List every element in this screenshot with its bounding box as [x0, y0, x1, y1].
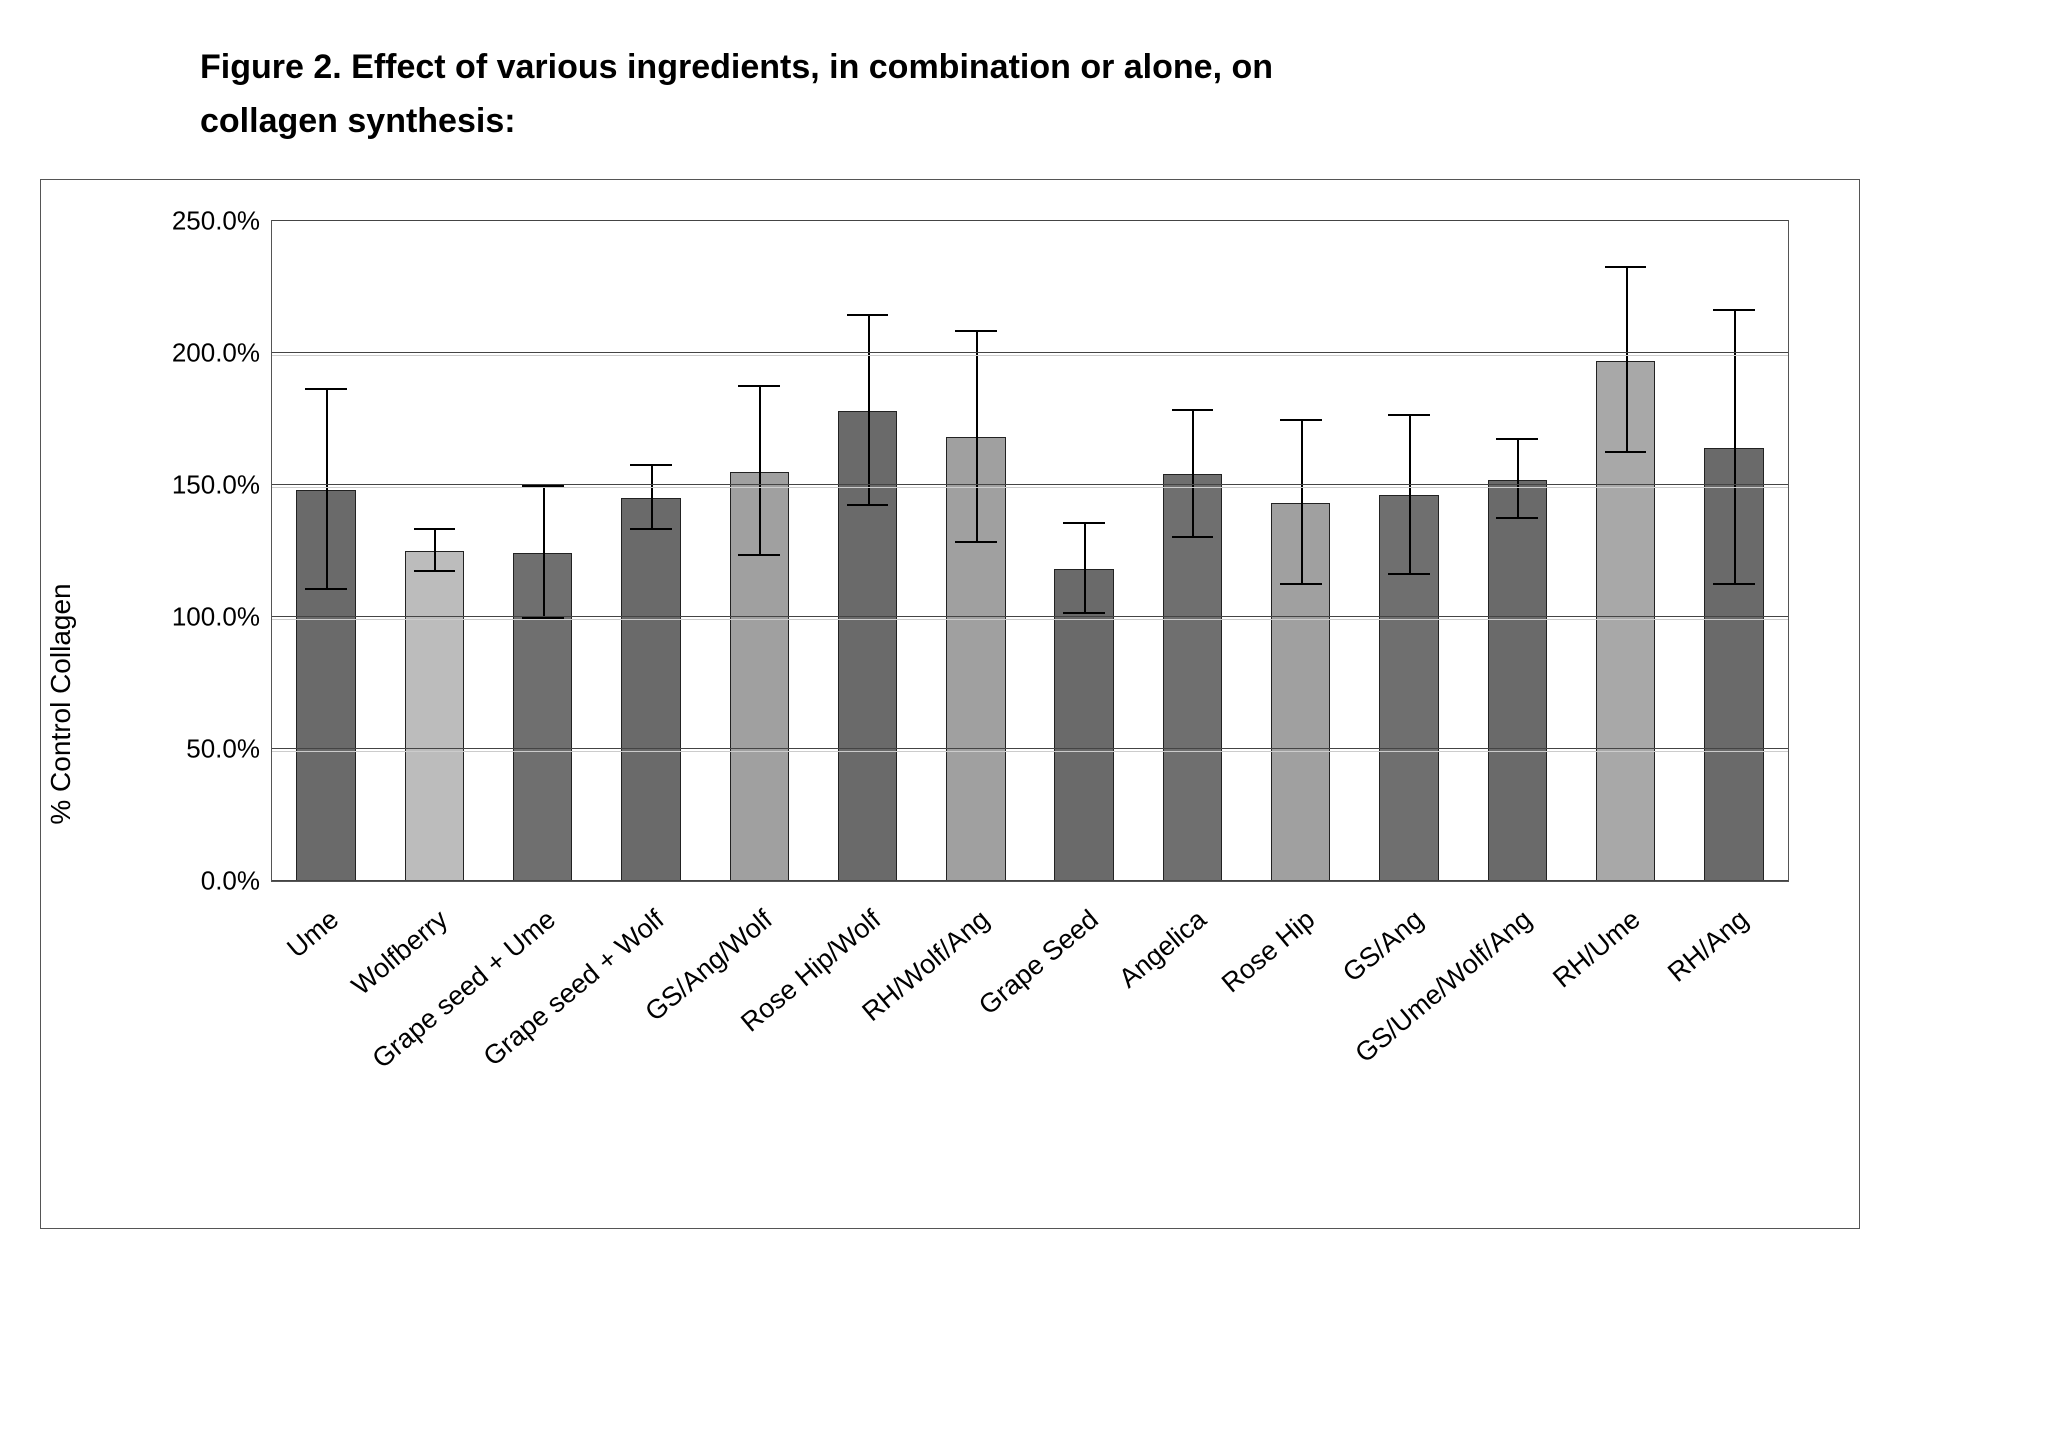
figure-wrapper: Figure 2. Effect of various ingredients,…: [40, 40, 1940, 1229]
x-tick-label: GS/Ume/Wolf/Ang: [1349, 904, 1538, 1069]
error-bar-cap-top: [1496, 438, 1538, 440]
error-bar-cap-top: [1172, 409, 1214, 411]
chart-area: % Control Collagen 0.0%50.0%100.0%150.0%…: [71, 210, 1829, 1198]
error-bar-line: [1084, 524, 1086, 614]
error-bar-line: [1517, 440, 1519, 519]
error-bar-cap-bottom: [1713, 583, 1755, 585]
figure-title-line2: collagen synthesis:: [200, 94, 1940, 148]
error-bar-cap-top: [630, 464, 672, 466]
grid-line: [272, 880, 1788, 881]
x-tick-label: Rose Hip: [1216, 904, 1321, 999]
error-bar-cap-top: [414, 528, 456, 530]
error-bar-cap-top: [305, 388, 347, 390]
x-tick-label: Ume: [282, 904, 346, 964]
error-bar-line: [759, 387, 761, 556]
y-tick-label: 150.0%: [172, 469, 272, 500]
error-bar-cap-bottom: [414, 570, 456, 572]
y-axis-label: % Control Collagen: [45, 583, 77, 824]
grid-shadow: [272, 355, 1788, 356]
chart-outer-border: % Control Collagen 0.0%50.0%100.0%150.0%…: [40, 179, 1860, 1229]
error-bar-line: [326, 390, 328, 591]
grid-shadow: [272, 619, 1788, 620]
error-bar-cap-bottom: [1280, 583, 1322, 585]
x-tick-label: Angelica: [1113, 904, 1212, 994]
x-tick-label: Grape seed + Wolf: [478, 904, 671, 1073]
error-bar-cap-top: [1388, 414, 1430, 416]
error-bar-line: [868, 316, 870, 506]
x-axis-labels: UmeWolfberryGrape seed + UmeGrape seed +…: [271, 900, 1789, 1200]
figure-title-line1: Figure 2. Effect of various ingredients,…: [200, 40, 1940, 94]
grid-line: [272, 616, 1788, 617]
error-bar-cap-bottom: [305, 588, 347, 590]
error-bar-cap-top: [847, 314, 889, 316]
error-bar-cap-top: [1713, 309, 1755, 311]
x-tick-label: RH/Ume: [1547, 904, 1646, 994]
error-bar-line: [651, 466, 653, 529]
x-tick-label: Grape Seed: [973, 904, 1104, 1021]
error-bar-cap-top: [1063, 522, 1105, 524]
error-bar-cap-bottom: [630, 528, 672, 530]
error-bar-cap-bottom: [1063, 612, 1105, 614]
error-bar-cap-bottom: [1605, 451, 1647, 453]
bar: [1488, 480, 1548, 881]
error-bar-line: [543, 487, 545, 619]
error-bar-cap-bottom: [1388, 573, 1430, 575]
y-tick-label: 250.0%: [172, 205, 272, 236]
error-bar-cap-bottom: [1496, 517, 1538, 519]
y-tick-label: 100.0%: [172, 601, 272, 632]
error-bar-line: [1409, 416, 1411, 574]
x-tick-label: Wolfberry: [346, 904, 454, 1002]
y-tick-label: 50.0%: [186, 733, 272, 764]
error-bar-line: [976, 332, 978, 543]
error-bar-cap-top: [1605, 266, 1647, 268]
error-bar-line: [1192, 411, 1194, 538]
error-bar-cap-bottom: [738, 554, 780, 556]
bar: [405, 551, 465, 881]
error-bar-cap-bottom: [1172, 536, 1214, 538]
figure-title: Figure 2. Effect of various ingredients,…: [200, 40, 1940, 149]
error-bar-cap-top: [1280, 419, 1322, 421]
bars-container: [272, 221, 1788, 881]
y-tick-label: 0.0%: [201, 865, 272, 896]
error-bar-line: [434, 530, 436, 572]
error-bar-cap-top: [955, 330, 997, 332]
error-bar-line: [1301, 421, 1303, 585]
grid-shadow: [272, 751, 1788, 752]
plot-region: 0.0%50.0%100.0%150.0%200.0%250.0%: [271, 220, 1789, 882]
x-tick-label: RH/Ang: [1662, 904, 1754, 989]
y-tick-label: 200.0%: [172, 337, 272, 368]
error-bar-cap-bottom: [955, 541, 997, 543]
grid-line: [272, 484, 1788, 485]
grid-line: [272, 352, 1788, 353]
x-tick-label: Grape seed + Ume: [367, 904, 562, 1075]
bar: [621, 498, 681, 881]
error-bar-cap-top: [738, 385, 780, 387]
x-tick-label: GS/Ang: [1337, 904, 1429, 989]
grid-line: [272, 220, 1788, 221]
grid-shadow: [272, 487, 1788, 488]
error-bar-line: [1626, 268, 1628, 453]
grid-line: [272, 748, 1788, 749]
error-bar-cap-bottom: [847, 504, 889, 506]
